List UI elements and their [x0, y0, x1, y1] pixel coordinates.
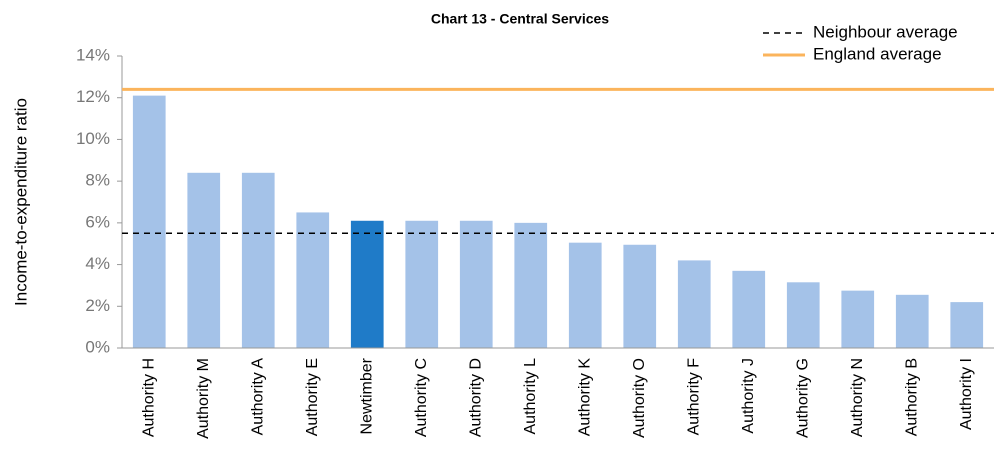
bar: [786, 282, 820, 348]
x-tick-label: Authority K: [576, 358, 593, 437]
bar: [623, 244, 657, 348]
y-tick-label: 8%: [85, 171, 110, 190]
x-tick-label: Authority J: [740, 358, 757, 434]
bar: [514, 222, 548, 348]
bar: [950, 302, 984, 348]
bar: [459, 220, 493, 348]
bar: [841, 290, 875, 348]
x-tick-label: Authority B: [903, 358, 920, 436]
x-tick-label: Authority G: [794, 358, 811, 438]
bar: [296, 212, 330, 348]
chart-title: Chart 13 - Central Services: [431, 11, 609, 27]
y-tick-label: 0%: [85, 337, 110, 356]
x-tick-label: Authority E: [304, 358, 321, 436]
bar: [732, 270, 766, 348]
bar: [568, 242, 602, 348]
legend-label: England average: [813, 44, 942, 63]
x-tick-label: Authority F: [685, 358, 702, 436]
legend-label: Neighbour average: [813, 22, 958, 41]
x-tick-label: Newtimber: [358, 357, 375, 434]
x-tick-label: Authority I: [958, 358, 975, 430]
x-tick-label: Authority D: [467, 358, 484, 437]
x-tick-label: Authority A: [249, 358, 266, 436]
bar: [241, 172, 275, 348]
x-tick-label: Authority C: [413, 358, 430, 437]
y-tick-label: 2%: [85, 296, 110, 315]
x-tick-label: Authority O: [631, 358, 648, 438]
y-tick-label: 12%: [76, 87, 110, 106]
bar: [350, 220, 384, 348]
bar: [187, 172, 221, 348]
y-tick-label: 10%: [76, 129, 110, 148]
x-tick-label: Authority H: [140, 358, 157, 437]
x-tick-label: Authority L: [522, 358, 539, 435]
bar: [405, 220, 439, 348]
bar: [677, 260, 711, 348]
y-tick-label: 4%: [85, 254, 110, 273]
bar: [895, 294, 929, 348]
x-tick-label: Authority N: [849, 358, 866, 437]
y-tick-label: 6%: [85, 212, 110, 231]
y-axis-label: Income-to-expenditure ratio: [11, 98, 30, 306]
y-tick-label: 14%: [76, 45, 110, 64]
x-tick-label: Authority M: [195, 358, 212, 439]
bar: [132, 95, 166, 348]
